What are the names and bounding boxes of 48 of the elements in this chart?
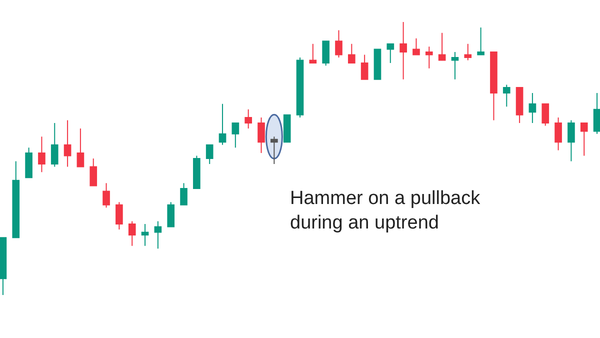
candlestick [477, 26, 484, 56]
candlestick [322, 40, 330, 66]
candlestick [90, 158, 98, 186]
candlestick [76, 128, 84, 168]
candlestick [206, 144, 214, 164]
candlestick [360, 54, 368, 80]
candlestick [283, 114, 291, 143]
candlestick [502, 84, 510, 108]
candlestick [309, 43, 317, 64]
candlestick [335, 30, 342, 58]
candlestick [412, 38, 420, 56]
annotation: Hammer on a pullback during an uptrend [290, 188, 481, 234]
candlestick [141, 224, 149, 246]
candlestick [296, 56, 304, 118]
candlestick [554, 117, 562, 151]
candlestick [167, 202, 175, 228]
candlestick [386, 43, 394, 64]
candlestick [218, 103, 226, 146]
candlestick [128, 220, 136, 246]
candlestick [270, 136, 278, 164]
candlestick [64, 120, 72, 168]
candlestick [568, 120, 575, 162]
candlestick [258, 117, 265, 154]
candlestick [516, 87, 524, 124]
candlestick [180, 182, 188, 206]
candlestick [154, 220, 162, 250]
candlestick [400, 22, 407, 80]
candlestick [38, 136, 46, 173]
candlestick [528, 92, 536, 124]
candlestick [193, 155, 200, 190]
candlestick [0, 237, 7, 295]
candlestick [451, 52, 459, 80]
candlestick [490, 52, 498, 121]
candlestick [438, 32, 446, 61]
candlestick [50, 122, 58, 168]
candlestick [425, 46, 433, 69]
candlestick [232, 122, 240, 148]
candlestick [25, 147, 32, 178]
candlestick [102, 182, 110, 208]
candlestick [348, 43, 356, 64]
candlestick [116, 202, 123, 230]
candlestick [542, 103, 550, 126]
candlestick [580, 122, 588, 156]
candlestick [374, 48, 382, 80]
candlestick [244, 108, 252, 129]
candlestick [12, 160, 20, 238]
candlestick [593, 92, 600, 134]
candlestick [464, 43, 472, 61]
